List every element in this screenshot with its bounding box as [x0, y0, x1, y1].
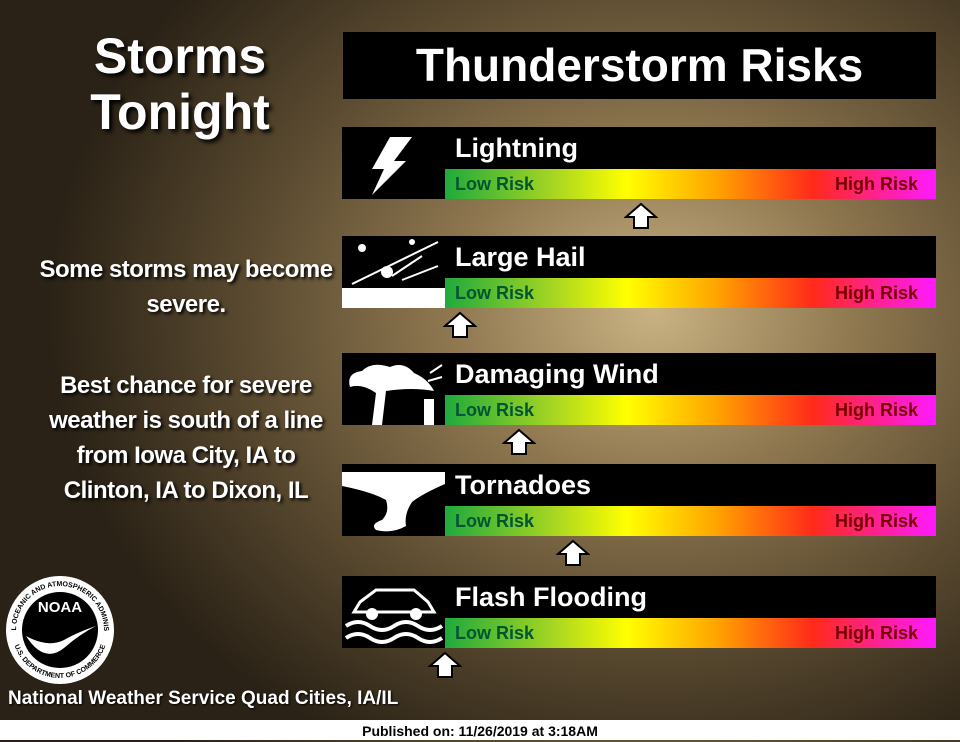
- high-label: High Risk: [834, 623, 918, 643]
- shape: [409, 239, 415, 245]
- shape: [351, 241, 439, 285]
- risk-row: Large Hail Low Risk High Risk: [342, 236, 936, 308]
- risk-arrow: [428, 651, 462, 678]
- note: Best chance for severe weather is south …: [49, 372, 323, 504]
- high-label: High Risk: [834, 511, 918, 531]
- office: National Weather Service Quad Cities, IA…: [8, 688, 399, 709]
- risk-arrow: [624, 202, 659, 229]
- low-label: Low Risk: [455, 174, 535, 194]
- low-label: Low Risk: [455, 511, 535, 531]
- banner: Thunderstorm Risks: [343, 32, 936, 99]
- shape: [366, 608, 378, 620]
- risk-row: Damaging Wind Low Risk High Risk: [342, 353, 936, 425]
- risk-scale-bar: Low Risk High Risk: [445, 169, 936, 199]
- published: Published on: 11/26/2019 at 3:18AM: [0, 720, 960, 740]
- shape: [442, 311, 477, 338]
- risk-row: Lightning Low Risk High Risk: [342, 127, 936, 199]
- shape: [342, 472, 445, 532]
- risk-arrow: [442, 311, 477, 338]
- risk-icon: [342, 472, 445, 532]
- risk-name: Large Hail: [455, 242, 586, 272]
- shape: [555, 539, 590, 566]
- shape: [427, 364, 443, 382]
- note: Some storms may become severe.: [39, 256, 333, 318]
- risk-arrow: [555, 539, 590, 566]
- risk-name: Lightning: [455, 133, 578, 163]
- low-label: Low Risk: [455, 623, 535, 643]
- risk-row: Tornadoes Low Risk High Risk: [342, 464, 936, 536]
- shape: [410, 608, 422, 620]
- risk-icon: [344, 588, 444, 644]
- risk-name: Damaging Wind: [455, 359, 659, 389]
- shape: [342, 288, 445, 308]
- logo-name: NOAA: [38, 599, 82, 616]
- shape: [358, 244, 366, 252]
- shape: [501, 428, 536, 455]
- title: Storms Tonight: [90, 28, 270, 140]
- risk-arrow: [501, 428, 536, 455]
- risk-icon: [342, 239, 445, 308]
- risk-icon: [349, 364, 443, 425]
- logo-bird: [26, 626, 96, 654]
- shape: [624, 202, 659, 229]
- risk-row: Flash Flooding Low Risk High Risk: [342, 576, 936, 648]
- risk-scale-bar: Low Risk High Risk: [445, 618, 936, 648]
- low-label: Low Risk: [455, 400, 535, 420]
- shape: [424, 399, 434, 425]
- shape: [344, 620, 444, 644]
- risk-icon: [372, 137, 412, 195]
- shape: [351, 588, 437, 614]
- risk-name: Flash Flooding: [455, 582, 647, 612]
- low-label: Low Risk: [455, 283, 535, 303]
- logo: NOAA NATIONAL OCEANIC AND ATMOSPHERIC AD…: [4, 574, 114, 684]
- risk-name: Tornadoes: [455, 470, 592, 500]
- shape: [349, 364, 434, 425]
- high-label: High Risk: [834, 400, 918, 420]
- shape: [372, 137, 412, 195]
- risk-scale-bar: Low Risk High Risk: [445, 278, 936, 308]
- high-label: High Risk: [834, 283, 918, 303]
- risk-scale-bar: Low Risk High Risk: [445, 395, 936, 425]
- shape: [428, 651, 462, 678]
- high-label: High Risk: [834, 174, 918, 194]
- risk-scale-bar: Low Risk High Risk: [445, 506, 936, 536]
